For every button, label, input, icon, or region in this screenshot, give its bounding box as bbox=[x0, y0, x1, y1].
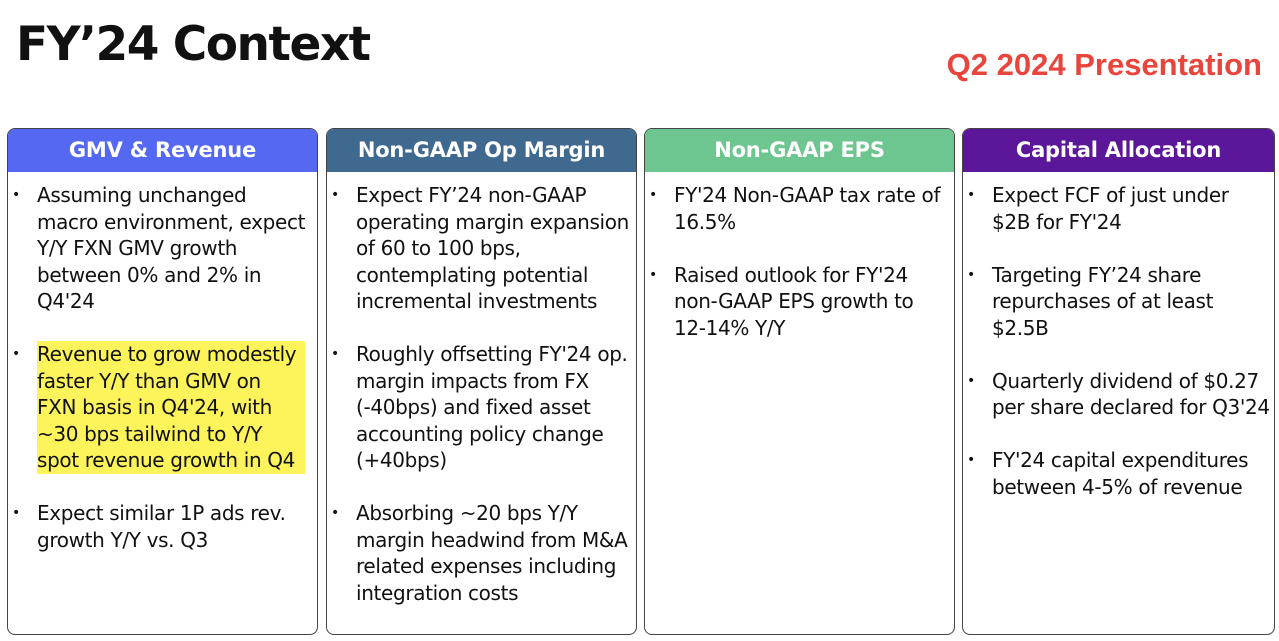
bullet-icon: • bbox=[649, 187, 657, 203]
bullet-icon: • bbox=[331, 187, 339, 203]
bullet-item: • Expect similar 1P ads rev. growth Y/Y … bbox=[8, 500, 317, 553]
bullet-item: • Targeting FY’24 share repurchases of a… bbox=[963, 262, 1274, 342]
column-header-op-margin: Non-GAAP Op Margin bbox=[327, 129, 636, 172]
bullet-item: • FY'24 capital expenditures between 4-5… bbox=[963, 447, 1274, 500]
bullet-icon: • bbox=[331, 505, 339, 521]
bullet-text: Assuming unchanged macro environment, ex… bbox=[37, 183, 306, 313]
bullet-icon: • bbox=[12, 346, 20, 362]
page-title: FY’24 Context bbox=[16, 17, 371, 72]
bullet-text: FY'24 capital expenditures between 4-5% … bbox=[992, 448, 1249, 499]
bullet-item: • Quarterly dividend of $0.27 per share … bbox=[963, 368, 1274, 421]
bullet-item: • Absorbing ~20 bps Y/Y margin headwind … bbox=[327, 500, 636, 606]
column-header-gmv-revenue: GMV & Revenue bbox=[8, 129, 317, 172]
bullet-icon: • bbox=[331, 346, 339, 362]
bullet-text: Raised outlook for FY'24 non-GAAP EPS gr… bbox=[674, 262, 914, 340]
context-columns: GMV & Revenue • Assuming unchanged macro… bbox=[7, 128, 1275, 635]
bullet-icon: • bbox=[649, 266, 657, 283]
bullet-icon: • bbox=[12, 187, 20, 203]
column-gmv-revenue: GMV & Revenue • Assuming unchanged macro… bbox=[7, 128, 318, 635]
bullet-item-highlighted: • Revenue to grow modestly faster Y/Y th… bbox=[8, 341, 317, 474]
column-header-eps: Non-GAAP EPS bbox=[645, 129, 954, 172]
bullet-icon: • bbox=[967, 266, 975, 283]
presentation-label: Q2 2024 Presentation bbox=[946, 47, 1262, 82]
bullet-icon: • bbox=[967, 187, 975, 203]
bullet-text: Quarterly dividend of $0.27 per share de… bbox=[992, 368, 1270, 420]
column-eps: Non-GAAP EPS • FY'24 Non-GAAP tax rate o… bbox=[644, 128, 955, 635]
bullet-text: FY'24 Non-GAAP tax rate of 16.5% bbox=[674, 183, 941, 234]
bullet-text: Roughly offsetting FY'24 op. margin impa… bbox=[356, 342, 628, 472]
bullet-text: Expect FY’24 non-GAAP operating margin e… bbox=[356, 183, 629, 313]
bullet-icon: • bbox=[967, 452, 975, 468]
bullet-item: • Assuming unchanged macro environment, … bbox=[8, 182, 317, 315]
column-body-capital-allocation: • Expect FCF of just under $2B for FY'24… bbox=[963, 172, 1274, 500]
bullet-item: • Expect FCF of just under $2B for FY'24 bbox=[963, 182, 1274, 235]
bullet-text: Expect FCF of just under $2B for FY'24 bbox=[992, 183, 1229, 234]
column-body-gmv-revenue: • Assuming unchanged macro environment, … bbox=[8, 172, 317, 553]
column-op-margin: Non-GAAP Op Margin • Expect FY’24 non-GA… bbox=[326, 128, 637, 635]
bullet-item: • FY'24 Non-GAAP tax rate of 16.5% bbox=[645, 182, 954, 235]
column-capital-allocation: Capital Allocation • Expect FCF of just … bbox=[962, 128, 1275, 635]
bullet-icon: • bbox=[967, 372, 975, 389]
bullet-item: • Raised outlook for FY'24 non-GAAP EPS … bbox=[645, 262, 954, 342]
bullet-icon: • bbox=[12, 505, 20, 521]
bullet-text: Targeting FY’24 share repurchases of at … bbox=[992, 262, 1214, 340]
bullet-text: Absorbing ~20 bps Y/Y margin headwind fr… bbox=[356, 501, 628, 605]
bullet-text: Expect similar 1P ads rev. growth Y/Y vs… bbox=[37, 501, 286, 552]
highlighted-bullet-text: Revenue to grow modestly faster Y/Y than… bbox=[37, 341, 305, 474]
bullet-item: • Expect FY’24 non-GAAP operating margin… bbox=[327, 182, 636, 315]
column-header-capital-allocation: Capital Allocation bbox=[963, 129, 1274, 172]
column-body-op-margin: • Expect FY’24 non-GAAP operating margin… bbox=[327, 172, 636, 606]
bullet-item: • Roughly offsetting FY'24 op. margin im… bbox=[327, 341, 636, 474]
column-body-eps: • FY'24 Non-GAAP tax rate of 16.5% • Rai… bbox=[645, 172, 954, 341]
